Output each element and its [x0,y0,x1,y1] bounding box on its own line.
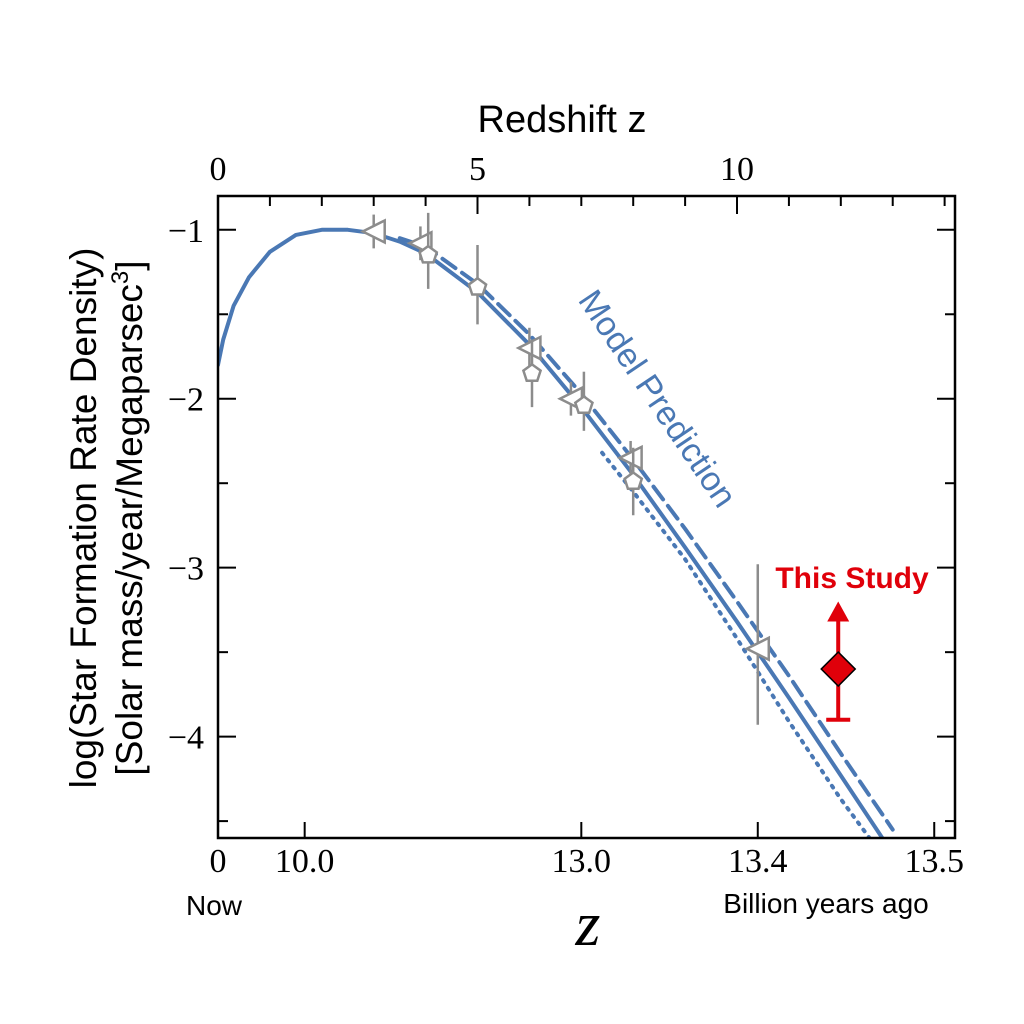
y-axis-unit-prefix: [Solar mass/year/Megaparsec [109,284,150,775]
model-prediction-label: Model Prediction [571,283,744,514]
model-curve-dotted [600,450,872,838]
y-tick-label: −3 [168,551,204,588]
bottom-tick-label: 13.5 [904,843,964,880]
observation-triangle [515,335,542,362]
study-upper-arrow [827,601,850,622]
observation-pentagon [418,244,439,264]
observation-pentagon [623,470,644,491]
study-diamond-marker [820,650,857,688]
y-axis-title-line1: log(Star Formation Rate Density) [63,248,104,789]
bottom-tick-label: 10.0 [275,843,335,880]
y-axis-unit-suffix: ] [109,260,150,270]
this-study-label: This Study [775,562,929,595]
observation-triangle [743,635,771,662]
observation-triangle [616,444,643,471]
observation-pentagon [467,276,488,296]
top-axis-tick-labels: 0 5 10 [210,151,755,188]
observation-pentagon [521,362,543,382]
y-tick-label: −4 [168,720,204,757]
y-axis-ticks: −1 −2 −3 −4 [168,213,955,823]
y-tick-label: −1 [168,213,204,250]
x-axis-ticks: 0 10.0 13.0 13.4 13.5 [210,196,964,880]
plot-content [218,212,895,838]
y-axis-title-line2: [Solar mass/year/Megaparsec3] [107,260,150,775]
model-curve-solid [218,227,885,838]
observation-triangle [359,218,386,245]
top-tick-label: 10 [720,151,754,188]
x-axis-end-right: Billion years ago [723,888,928,919]
bottom-tick-label: 13.4 [728,843,788,880]
bottom-tick-label: 0 [210,843,227,880]
bottom-tick-label: 13.0 [552,843,612,880]
plot-frame [216,194,957,840]
x-axis-title: z [575,888,601,959]
y-tick-label: −2 [168,382,204,419]
observation-pentagon [573,394,594,415]
top-tick-label: 5 [469,151,486,188]
x-axis-end-left: Now [186,890,243,921]
top-axis-title: Redshift z [478,99,647,141]
top-tick-label: 0 [210,151,227,188]
y-axis-title: log(Star Formation Rate Density) [Solar … [63,248,150,789]
y-axis-unit-superscript: 3 [107,271,134,284]
